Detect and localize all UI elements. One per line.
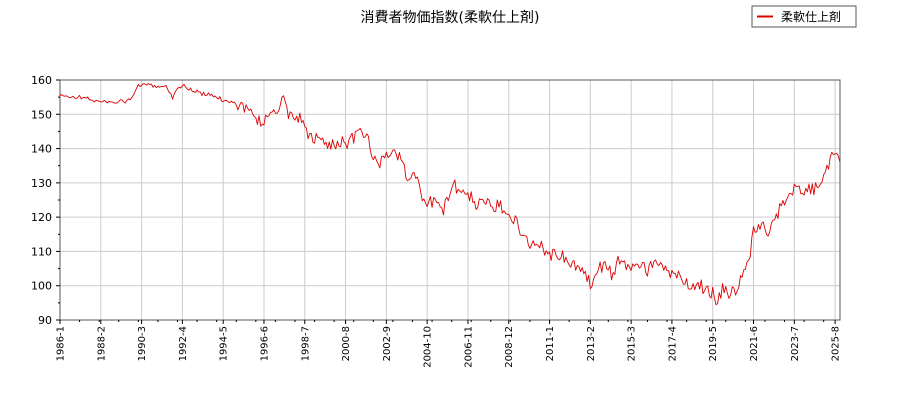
series-layer	[59, 83, 841, 306]
y-tick-label: 140	[31, 143, 52, 156]
x-tick-label: 2017-4	[667, 326, 678, 361]
x-tick-label: 2025-8	[831, 326, 842, 361]
y-tick-label: 120	[31, 211, 52, 224]
x-tick-label: 2013-2	[586, 326, 597, 361]
y-tick-label: 100	[31, 280, 52, 293]
x-tick-label: 2023-7	[790, 326, 801, 361]
legend: 柔軟仕上剤	[751, 5, 857, 28]
x-tick-label: 1990-3	[137, 326, 148, 361]
x-tick-label: 1998-7	[300, 326, 311, 361]
y-tick-label: 90	[38, 314, 52, 327]
x-tick-label: 1994-5	[219, 326, 230, 361]
chart-title: 消費者物価指数(柔軟仕上剤)	[361, 10, 540, 26]
series-line	[59, 83, 841, 306]
x-tick-label: 2002-9	[382, 326, 393, 361]
legend-label: 柔軟仕上剤	[781, 9, 841, 24]
y-tick-label: 130	[31, 177, 52, 190]
y-tick-label: 160	[31, 74, 52, 87]
x-tick-label: 2015-3	[627, 326, 638, 361]
y-tick-label: 150	[31, 108, 52, 121]
y-axis: 90 100 110 120 130 140 150 160	[31, 74, 60, 327]
x-tick-label: 1986-1	[56, 326, 67, 361]
y-tick-label: 110	[31, 245, 52, 258]
x-tick-label: 2019-5	[708, 326, 719, 361]
x-tick-label: 2021-6	[749, 326, 760, 361]
x-tick-label: 1988-2	[96, 326, 107, 361]
x-tick-label: 2008-12	[504, 326, 515, 368]
x-tick-label: 2000-8	[341, 326, 352, 361]
grid	[60, 80, 840, 320]
x-tick-label: 1992-4	[178, 326, 189, 361]
x-tick-label: 2011-1	[545, 326, 556, 361]
x-tick-label: 2004-10	[423, 326, 434, 368]
x-tick-label: 1996-6	[259, 326, 270, 361]
x-tick-label: 2006-11	[463, 326, 474, 368]
x-axis: 1986-1 1988-2 1990-3 1992-4 1994-5 1996-6 1998…	[56, 320, 842, 368]
legend-box	[751, 5, 857, 28]
